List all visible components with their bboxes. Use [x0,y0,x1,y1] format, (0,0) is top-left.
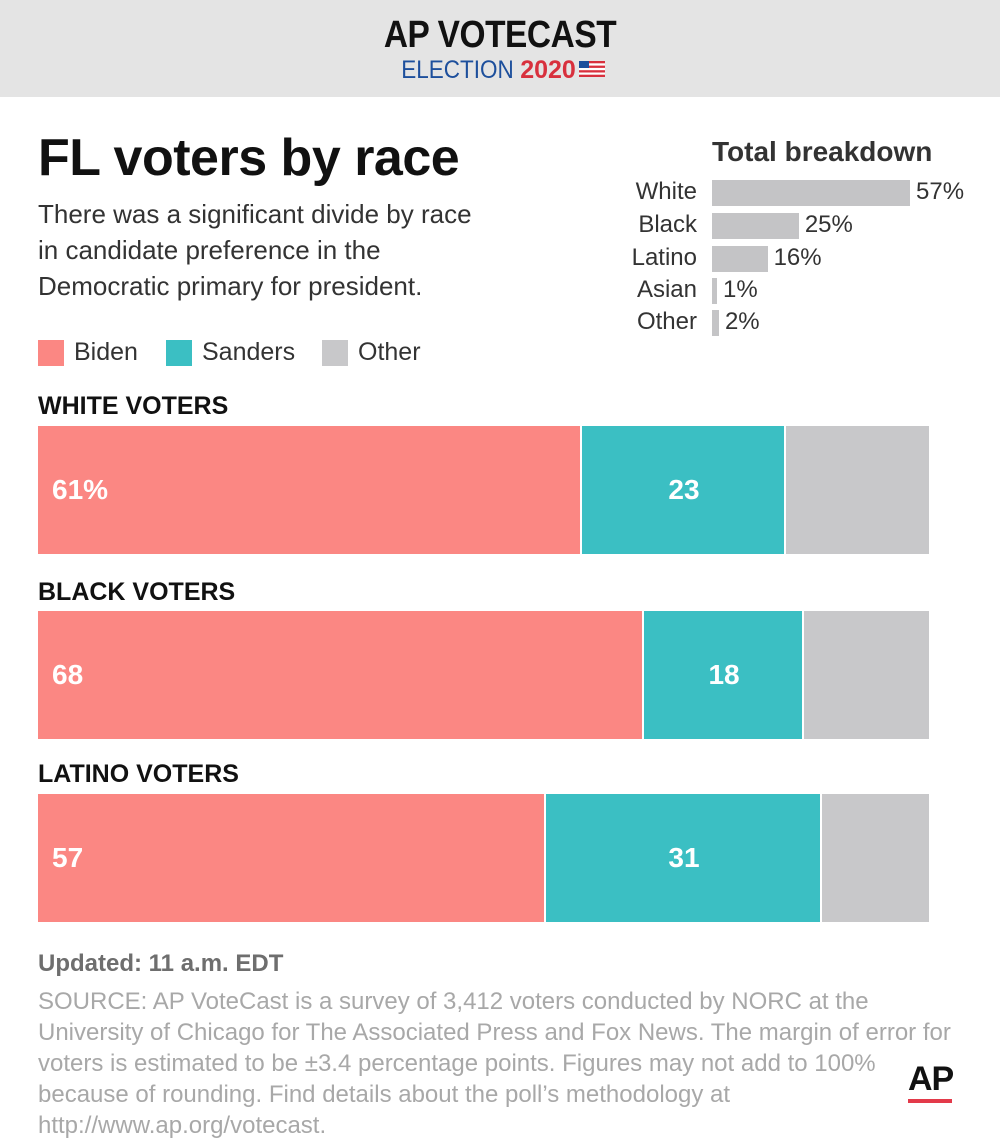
bar-value-label-biden: 61% [52,474,109,505]
bar-value-label-sanders: 31 [668,842,700,873]
bar-value-label-sanders: 23 [668,474,700,505]
banner-title: AP VOTECAST [383,14,617,56]
group-label-black: BLACK VOTERS [38,578,236,606]
bar-segment-sanders [581,426,785,554]
bar-segment-other [804,611,929,739]
total-breakdown-row-other: Other 2% [600,308,1000,338]
chart-subtitle: There was a significant divide by race i… [38,199,472,301]
total-breakdown-value: 16% [773,244,822,271]
bar-segment-biden [38,794,544,922]
total-breakdown-bar [712,180,910,206]
legend-label-sanders: Sanders [202,338,296,366]
total-breakdown-bar [712,246,768,272]
bar-row-latino: 57 31 [38,794,929,922]
total-breakdown-value: 2% [724,308,760,335]
total-breakdown-bar [712,310,719,336]
bar-segment-other [786,426,929,554]
total-breakdown-row-asian: Asian 1% [600,276,1000,306]
total-breakdown-row-white: White 57% [600,178,1000,208]
total-breakdown-value: 1% [723,276,758,303]
banner-election-label: ELECTION [401,56,514,84]
total-breakdown-title: Total breakdown [712,136,933,167]
total-breakdown-label: White [635,178,697,205]
total-breakdown-row-latino: Latino 16% [600,244,1000,274]
bar-segment-biden [38,611,642,739]
total-breakdown-label: Asian [636,276,697,303]
source-note: SOURCE: AP VoteCast is a survey of 3,412… [38,988,951,1139]
bar-value-label-biden: 57 [52,842,84,873]
total-breakdown-label: Latino [631,244,697,271]
ap-logo: AP [908,1060,954,1098]
bar-value-label-biden: 68 [52,659,84,690]
total-breakdown-bar [712,213,799,239]
chart-title: FL voters by race [38,129,460,187]
total-breakdown-label: Black [638,211,697,238]
legend-label-biden: Biden [74,338,138,366]
updated-timestamp: Updated: 11 a.m. EDT [38,950,284,977]
bar-row-white: 61% 23 [38,426,929,554]
legend-swatch-biden [38,340,64,366]
total-breakdown-value: 57% [916,178,965,205]
total-breakdown-label: Other [636,308,697,335]
flag-icon [578,61,605,78]
group-label-white: WHITE VOTERS [38,392,229,420]
legend-swatch-other [322,340,348,366]
ap-logo-underline [908,1099,952,1103]
legend-swatch-sanders [166,340,192,366]
total-breakdown-bar [712,278,717,304]
header-banner: AP VOTECAST ELECTION 2020 [0,0,1000,97]
bar-row-black: 68 18 [38,611,929,739]
bar-segment-biden [38,426,580,554]
total-breakdown-row-black: Black 25% [600,211,1000,241]
group-label-latino: LATINO VOTERS [38,760,239,788]
bar-value-label-sanders: 18 [708,659,740,690]
bar-segment-sanders [643,611,803,739]
bar-segment-other [822,794,929,922]
bar-segment-sanders [545,794,821,922]
banner-subtitle: ELECTION 2020 [0,56,1000,85]
total-breakdown-value: 25% [804,211,853,238]
banner-year: 2020 [520,56,576,84]
legend-label-other: Other [358,338,421,366]
